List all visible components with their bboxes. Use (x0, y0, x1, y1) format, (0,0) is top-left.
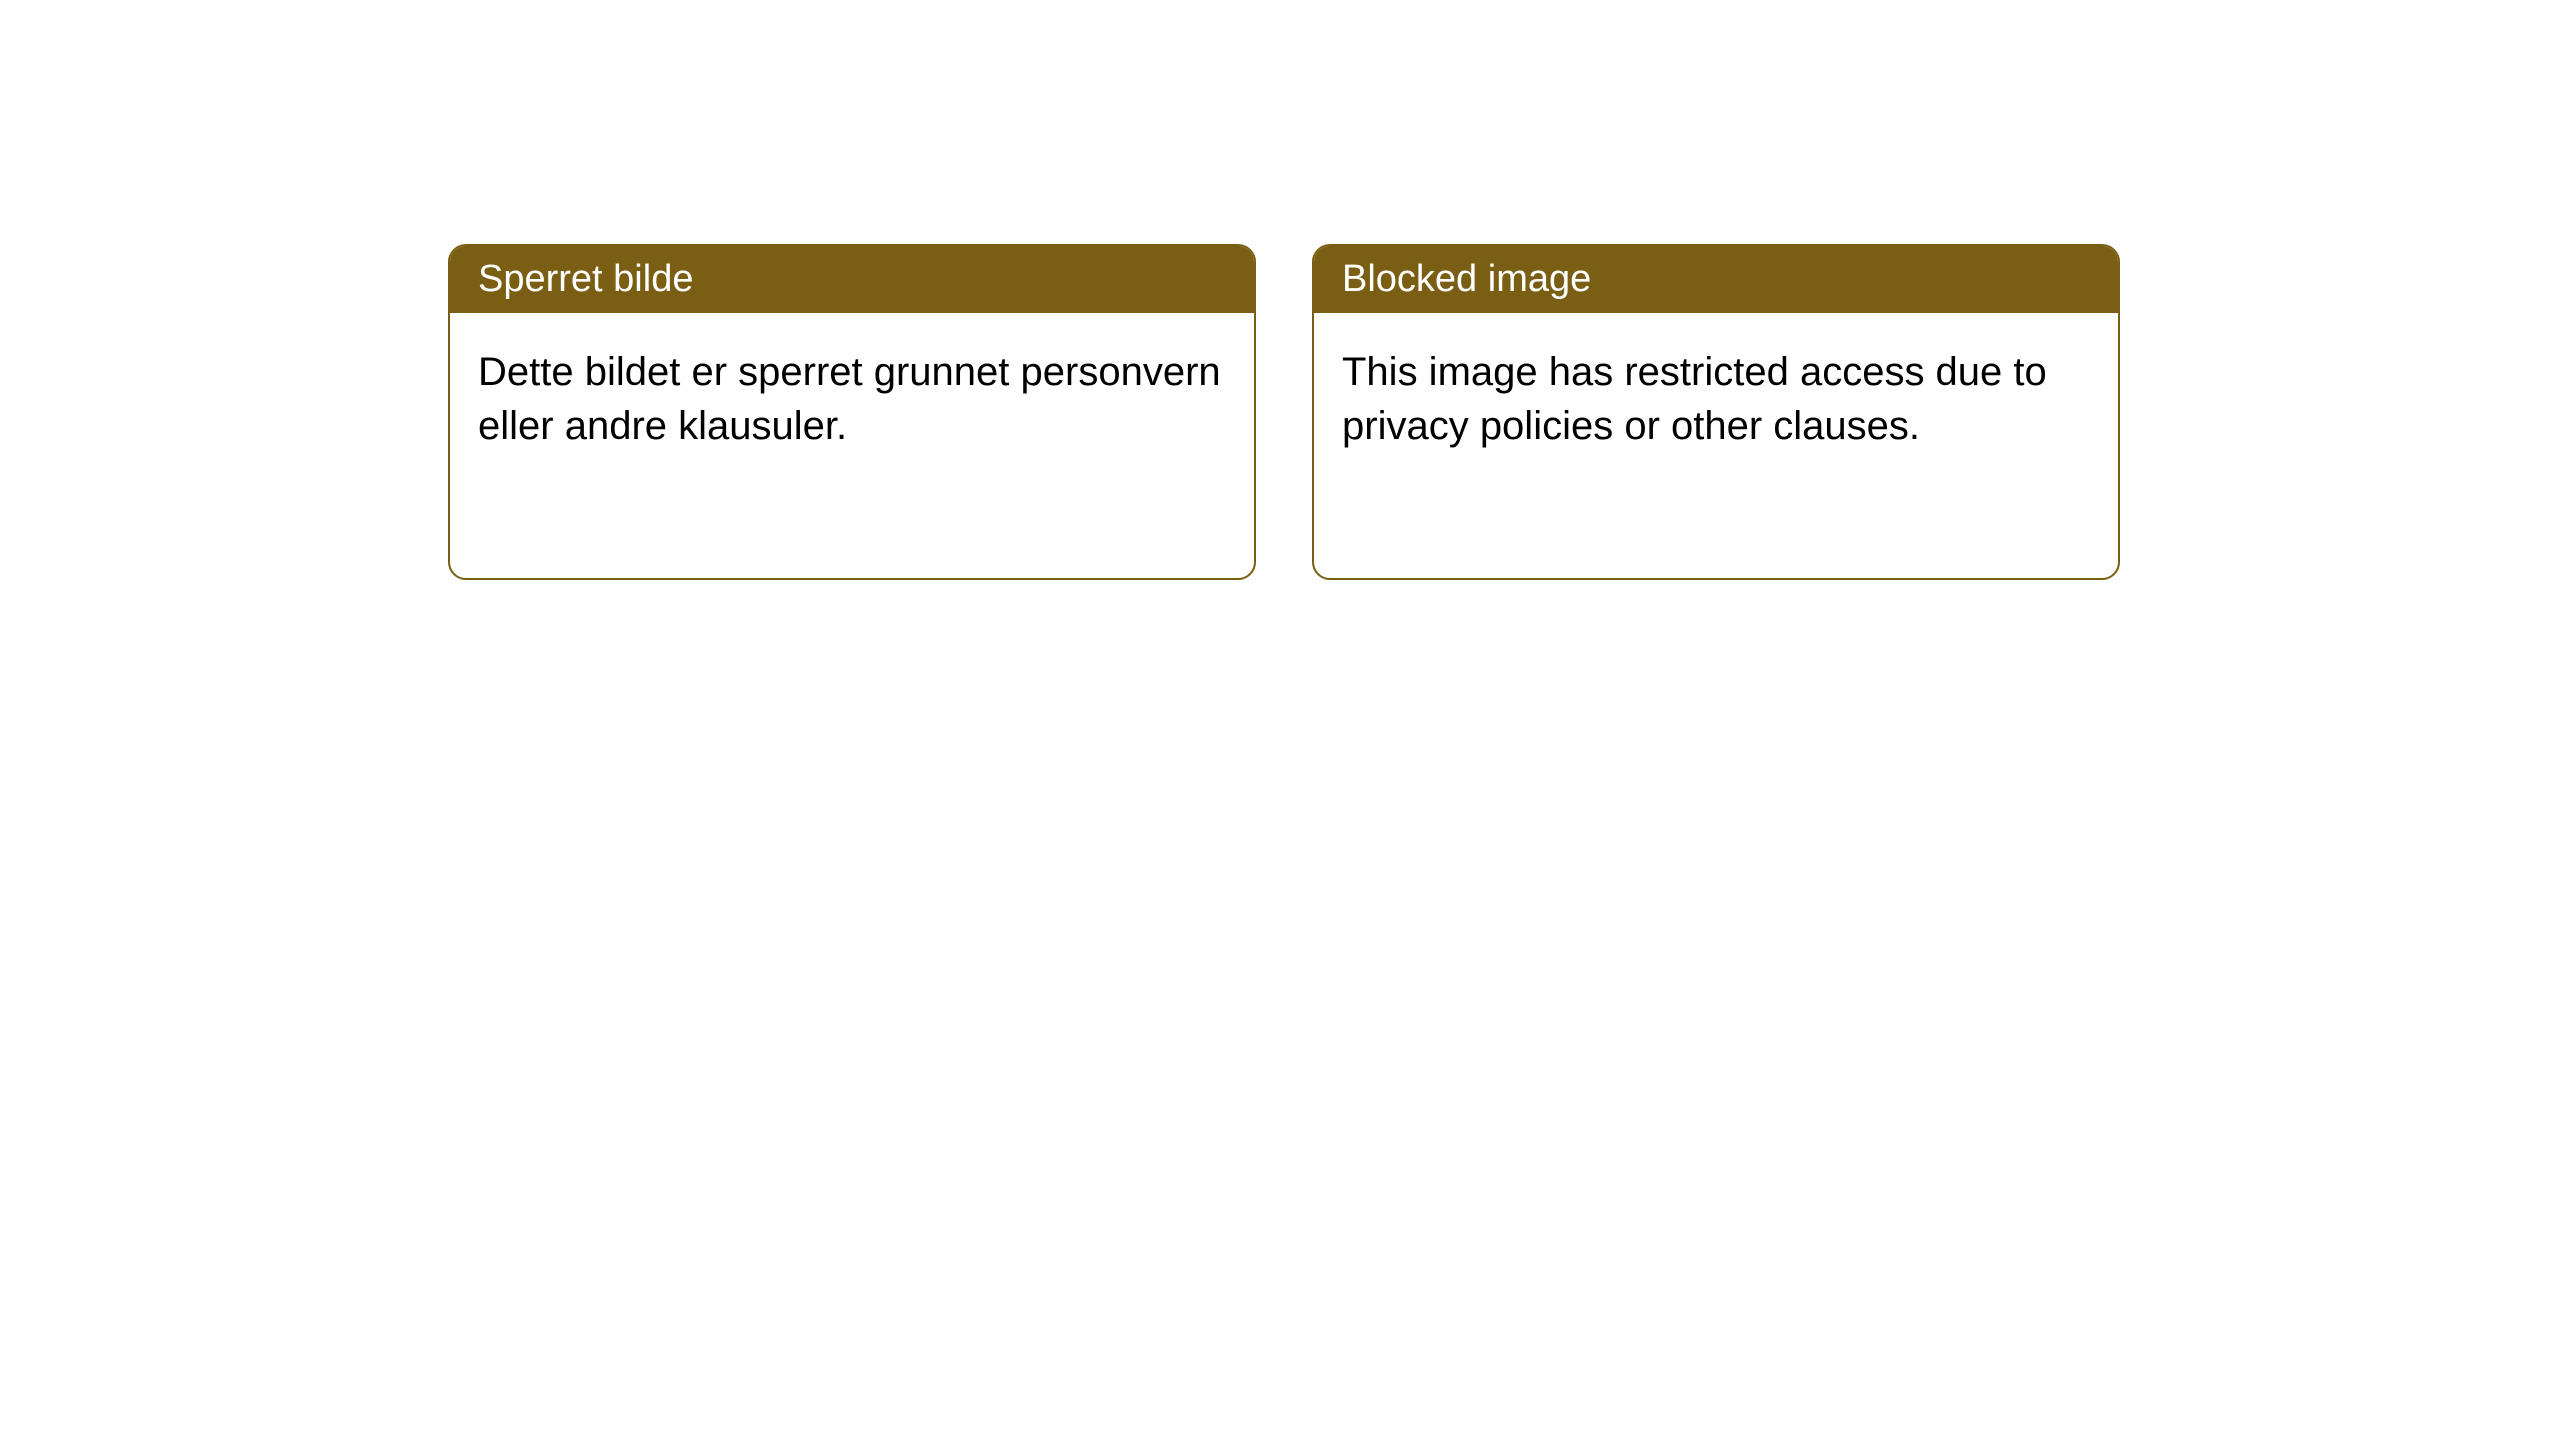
notice-card-title: Sperret bilde (450, 246, 1254, 313)
notice-card-title: Blocked image (1314, 246, 2118, 313)
notice-card-body: This image has restricted access due to … (1314, 313, 2118, 485)
notice-card-english: Blocked image This image has restricted … (1312, 244, 2120, 580)
notice-cards-row: Sperret bilde Dette bildet er sperret gr… (0, 0, 2560, 580)
notice-card-norwegian: Sperret bilde Dette bildet er sperret gr… (448, 244, 1256, 580)
notice-card-body: Dette bildet er sperret grunnet personve… (450, 313, 1254, 485)
